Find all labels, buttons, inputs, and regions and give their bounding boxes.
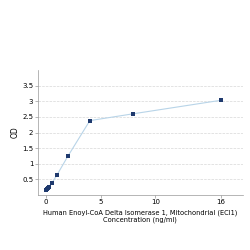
Point: [47, 184, 51, 188]
Point: [45, 187, 49, 191]
Point: [88, 119, 92, 123]
Point: [50, 182, 54, 186]
Point: [219, 98, 223, 102]
Point: [132, 112, 136, 116]
Point: [55, 173, 59, 177]
X-axis label: Human Enoyl-CoA Delta Isomerase 1, Mitochondrial (ECI1)
Concentration (ng/ml): Human Enoyl-CoA Delta Isomerase 1, Mitoc…: [43, 209, 237, 223]
Point: [44, 188, 48, 192]
Point: [66, 154, 70, 158]
Y-axis label: OD: OD: [10, 126, 20, 138]
Point: [46, 186, 50, 190]
